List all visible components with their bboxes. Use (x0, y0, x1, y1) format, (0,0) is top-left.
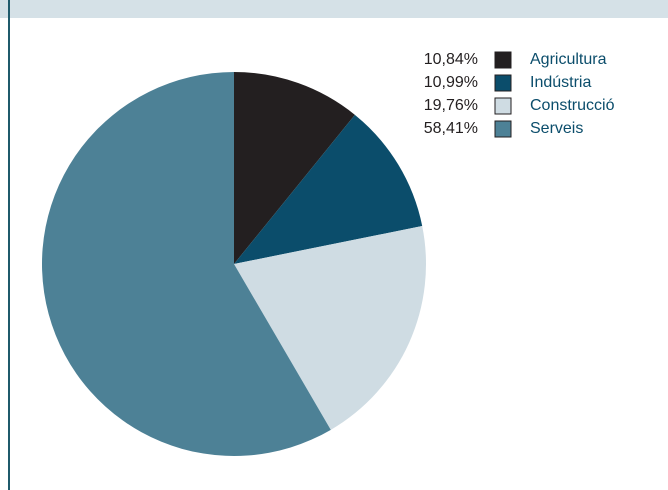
legend-swatch (494, 97, 512, 115)
left-border (8, 0, 10, 490)
legend-label: Indústria (530, 74, 591, 91)
pie-slice (42, 72, 331, 456)
pie-slice (234, 114, 423, 265)
legend-value: 10,99% (424, 74, 478, 91)
legend-value: 10,84% (424, 51, 478, 68)
top-band (0, 0, 668, 18)
legend-swatch (494, 120, 512, 138)
legend-value: 58,41% (424, 120, 478, 137)
legend-label: Construcció (530, 97, 615, 114)
legend-label: Agricultura (530, 51, 607, 68)
pie-slice (234, 226, 427, 430)
pie-slice (234, 72, 355, 264)
legend-value: 19,76% (424, 97, 478, 114)
legend-swatch (494, 51, 512, 69)
legend-label: Serveis (530, 120, 583, 137)
legend-swatch (494, 74, 512, 92)
